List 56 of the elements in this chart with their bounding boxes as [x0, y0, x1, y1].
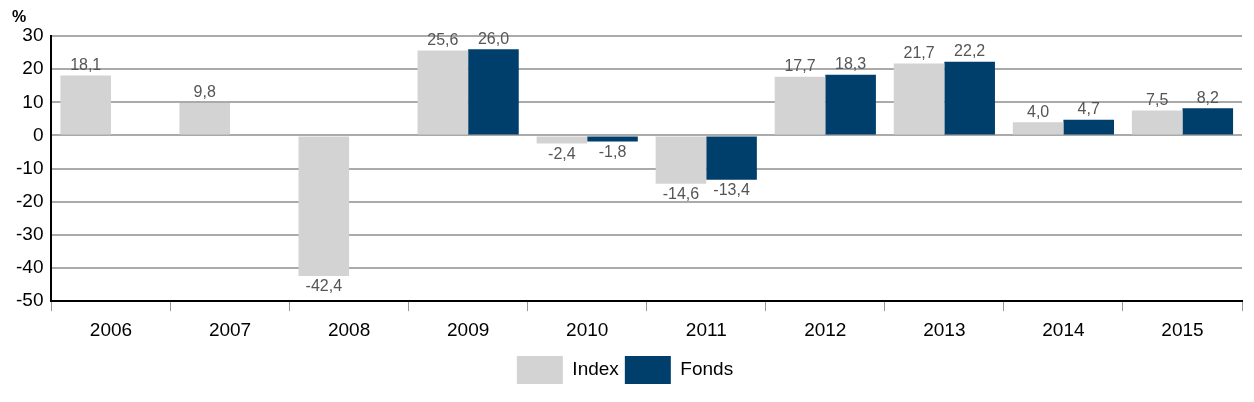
data-label: 22,2 — [954, 42, 986, 60]
data-label: 4,0 — [1027, 102, 1050, 120]
x-tick-label: 2011 — [685, 318, 727, 340]
y-tick-label: -30 — [15, 223, 44, 245]
y-axis-title: % — [12, 8, 27, 26]
data-label: -1,8 — [598, 142, 627, 160]
legend-label: Fonds — [680, 358, 734, 380]
bar — [468, 49, 519, 135]
data-label: 8,2 — [1196, 88, 1219, 106]
x-tick-label: 2008 — [327, 318, 371, 340]
y-tick-label: -50 — [15, 289, 44, 311]
y-tick-label: -40 — [15, 256, 44, 278]
bar — [825, 74, 876, 135]
bar — [706, 136, 757, 180]
bar — [1063, 119, 1115, 135]
data-label: 17,7 — [784, 57, 816, 75]
x-tick-label: 2013 — [923, 318, 966, 340]
y-tick-label: 30 — [22, 24, 44, 46]
data-label: 18,3 — [835, 55, 867, 73]
data-label: -13,4 — [713, 181, 750, 199]
bar — [417, 50, 469, 135]
data-label: 25,6 — [427, 30, 459, 48]
bar — [1182, 108, 1234, 135]
bar — [1012, 122, 1064, 135]
bar — [1131, 110, 1183, 135]
data-label: 21,7 — [903, 43, 935, 61]
bar — [944, 61, 995, 135]
legend-label: Index — [572, 358, 620, 380]
y-tick-label: -20 — [15, 189, 44, 211]
data-label: -2,4 — [548, 144, 576, 162]
data-label: 4,7 — [1077, 100, 1100, 118]
data-label: 9,8 — [193, 83, 216, 101]
data-label: 7,5 — [1146, 90, 1169, 108]
bar — [774, 76, 826, 135]
data-label: 18,1 — [70, 55, 102, 73]
bar — [179, 102, 231, 135]
bar — [587, 136, 638, 142]
x-tick-label: 2006 — [89, 318, 133, 340]
x-tick-label: 2012 — [804, 318, 847, 340]
x-tick-label: 2007 — [208, 318, 252, 340]
x-tick-label: 2015 — [1161, 318, 1204, 340]
data-label: -42,4 — [305, 277, 343, 295]
x-tick-label: 2014 — [1042, 318, 1085, 340]
data-label: 26,0 — [477, 29, 510, 47]
y-tick-label: -10 — [15, 156, 44, 178]
bar — [655, 136, 707, 184]
x-tick-label: 2010 — [566, 318, 609, 340]
x-tick-label: 2009 — [447, 318, 490, 340]
y-tick-label: 0 — [32, 123, 44, 145]
bar — [536, 136, 588, 144]
bar — [893, 63, 945, 135]
data-label: -14,6 — [662, 185, 700, 203]
bar — [60, 75, 111, 135]
y-tick-label: 20 — [22, 57, 44, 79]
bar — [298, 136, 350, 277]
y-tick-label: 10 — [22, 90, 44, 112]
